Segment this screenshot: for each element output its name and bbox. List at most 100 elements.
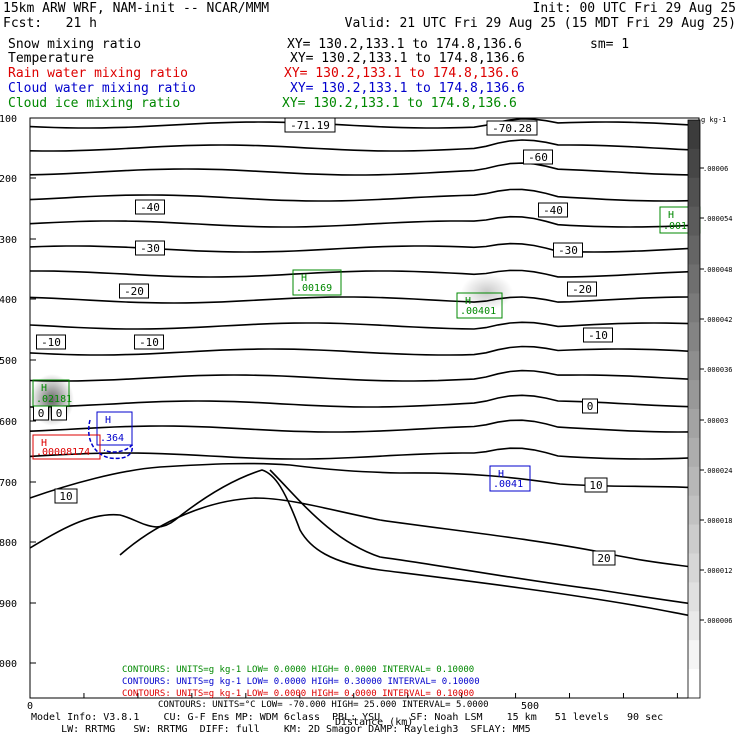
smoothing-value: sm= 1 — [590, 37, 630, 52]
colorbar-segment — [688, 524, 700, 554]
y-tick-label: 200 — [0, 174, 17, 185]
field-name: Temperature — [8, 51, 95, 66]
colorbar-segment — [688, 148, 700, 179]
colorbar-segment — [688, 380, 700, 410]
extremum-value: .00401 — [460, 306, 496, 317]
y-tick-label: 700 — [0, 478, 17, 489]
extremum-box — [292, 269, 342, 296]
model-physics: LW: RRTMG SW: RRTMG DIFF: full KM: 2D Sm… — [31, 724, 531, 735]
colorbar-tick-label: .00006 — [703, 165, 728, 173]
isotherm-label-box — [582, 398, 598, 414]
isotherm-label-box — [135, 240, 165, 256]
isotherm-line — [29, 394, 691, 408]
isotherm-label: -60 — [528, 151, 548, 164]
valid-time: Valid: 21 UTC Fri 29 Aug 25 (15 MDT Fri … — [344, 16, 736, 31]
colorbar-segment — [688, 206, 700, 237]
isotherm-label: -10 — [139, 336, 159, 349]
colorbar-unit: g kg-1 — [701, 116, 726, 124]
isotherm-line — [29, 139, 691, 152]
contour-spec-line: CONTOURS: UNITS=g kg-1 LOW= 0.0000 HIGH=… — [122, 689, 474, 699]
isotherm-line — [29, 162, 691, 176]
isotherm-line — [29, 462, 700, 499]
colorbar-tick-label: .000036 — [703, 366, 733, 374]
colorbar-segment — [688, 466, 700, 497]
extremum-box — [456, 292, 503, 319]
isotherm-label: 10 — [59, 490, 72, 503]
isotherm-label: 10 — [589, 479, 602, 492]
colorbar-tick-label: .000012 — [703, 567, 733, 575]
isotherm-label-box — [538, 202, 568, 218]
extremum-value: .00178 — [663, 221, 699, 232]
isotherm-line — [269, 469, 700, 606]
extremum-value: .0041 — [493, 479, 523, 490]
field-xy: XY= 130.2,133.1 to 174.8,136.6 — [290, 51, 525, 66]
colorbar-tick-label: .000024 — [703, 467, 733, 475]
extremum-type: H — [41, 438, 47, 449]
extremum-value: .00169 — [296, 283, 332, 294]
field-xy: XY= 130.2,133.1 to 174.8,136.6 — [290, 81, 525, 96]
extrema-markers: H.00169H.00401H.00178H.02181H.364H.0041H… — [32, 206, 701, 492]
isotherm-label: 0 — [56, 407, 63, 420]
isotherm-label-box — [583, 327, 613, 343]
isotherm-line — [29, 215, 691, 228]
colorbar-tick-label: .000054 — [703, 215, 733, 223]
colorbar-tick-label: .000018 — [703, 517, 733, 525]
extremum-type: H — [465, 296, 471, 307]
colorbar-segment — [688, 437, 700, 468]
isotherm-line — [30, 269, 691, 278]
colorbar-tick-label: .000048 — [703, 266, 733, 274]
extremum-type: H — [301, 273, 307, 284]
contour-spec-line: CONTOURS: UNITS=g kg-1 LOW= 0.0000 HIGH=… — [122, 677, 480, 687]
field-name: Cloud water mixing ratio — [8, 81, 196, 96]
isotherm-label: -40 — [543, 204, 563, 217]
colorbar-segment — [688, 235, 700, 265]
colorbar: g kg-1 .000006 .000012 .000018 .000024 .00003… — [687, 116, 733, 699]
colorbar-tick-label: .00003 — [703, 417, 728, 425]
x-axis-label: Distance (km) — [335, 717, 413, 728]
extremum-type: H — [105, 415, 111, 426]
terrain — [29, 469, 700, 618]
colorbar-tick-label: .000042 — [703, 316, 733, 324]
colorbar-segment — [688, 409, 700, 439]
isotherm-label-box — [486, 120, 538, 136]
y-tick-label: 300 — [0, 235, 17, 246]
x-tick-label: 0 — [27, 701, 33, 712]
contour-spec-line: CONTOURS: UNITS=g kg-1 LOW= 0.0000 HIGH=… — [122, 665, 474, 675]
field-xy: XY= 130.2,133.1 to 174.8,136.6 — [287, 37, 522, 52]
colorbar-segment — [688, 293, 700, 323]
colorbar-segment — [688, 582, 700, 612]
isotherm-line — [29, 447, 691, 460]
field-name: Snow mixing ratio — [8, 37, 142, 52]
isotherm-label-box — [592, 550, 616, 566]
isotherm-line — [29, 188, 691, 202]
isotherm-label-box — [523, 149, 553, 165]
isotherm-line — [29, 117, 691, 129]
y-tick-label: 800 — [0, 538, 17, 549]
plot-frame — [29, 117, 700, 699]
isotherm-label-box — [584, 477, 608, 493]
extremum-box — [32, 434, 101, 460]
isotherm-line — [29, 296, 691, 304]
isotherm-label: -30 — [558, 244, 578, 257]
init-time: Init: 00 UTC Fri 29 Aug 25 — [532, 1, 737, 16]
isotherm-line — [29, 369, 691, 382]
y-tick-label: 500 — [0, 356, 17, 367]
y-tick-label: 400 — [0, 295, 17, 306]
isotherm-label-box — [134, 334, 164, 350]
forecast-hour: Fcst: 21 h — [3, 16, 97, 31]
cloud-shade — [461, 274, 513, 310]
colorbar-segment — [688, 495, 700, 526]
terrain-line — [29, 469, 700, 618]
colorbar-tick-label: .000006 — [703, 617, 733, 625]
colorbar-frame — [687, 119, 701, 699]
model-title: 15km ARW WRF, NAM-init -- NCAR/MMM — [3, 1, 270, 16]
colorbar-segment — [688, 177, 700, 208]
isotherm-label: -20 — [124, 285, 144, 298]
colorbar-segment — [688, 669, 700, 699]
isotherm-line — [29, 242, 691, 253]
extremum-box — [96, 411, 133, 446]
colorbar-segment — [688, 640, 700, 670]
y-tick-label: 100 — [0, 114, 17, 125]
isotherm-line — [29, 321, 691, 330]
isotherm-label: -20 — [572, 283, 592, 296]
